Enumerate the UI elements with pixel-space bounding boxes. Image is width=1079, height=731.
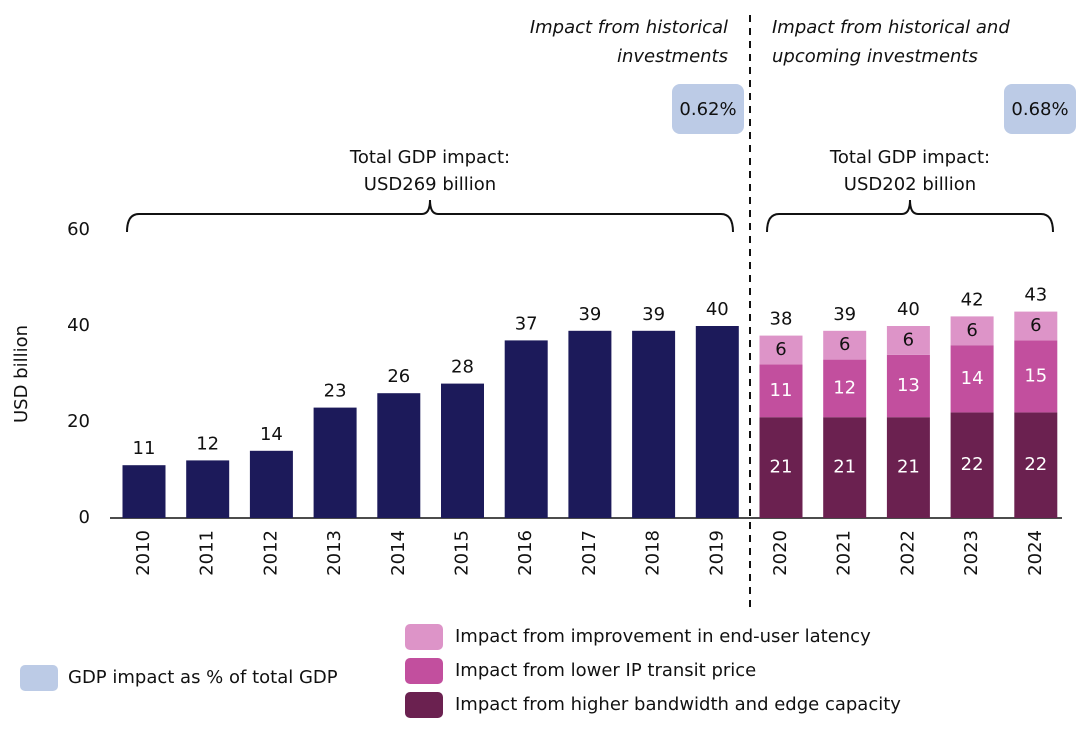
panel-heading: upcoming investments <box>772 46 978 67</box>
total-label: 38 <box>770 309 793 330</box>
y-tick-label: 60 <box>67 219 90 240</box>
y-tick-label: 20 <box>67 411 90 432</box>
value-label: 11 <box>133 438 156 459</box>
bar <box>186 460 230 518</box>
bar-segment <box>886 354 930 418</box>
x-tick-label: 2010 <box>133 530 154 576</box>
panel-heading: investments <box>617 46 728 67</box>
bar-segment <box>823 359 867 418</box>
panel-heading: Impact from historical <box>530 17 728 38</box>
value-label: 39 <box>578 304 601 325</box>
brace <box>126 199 734 233</box>
legend-swatch <box>405 658 443 684</box>
value-label: 39 <box>642 304 665 325</box>
share-box <box>672 84 744 134</box>
bar <box>249 450 293 518</box>
x-tick-label: 2024 <box>1025 530 1046 576</box>
segment-label: 6 <box>1030 315 1041 336</box>
bar-segment <box>759 335 803 365</box>
value-label: 12 <box>196 433 219 454</box>
panel-total: USD202 billion <box>844 174 976 195</box>
bar <box>695 326 739 518</box>
segment-label: 13 <box>897 375 920 396</box>
total-label: 40 <box>897 299 920 320</box>
segment-label: 21 <box>897 457 920 478</box>
x-tick-label: 2014 <box>388 530 409 576</box>
segment-label: 6 <box>839 334 850 355</box>
bar-segment <box>823 417 867 518</box>
bar-segment <box>950 412 994 518</box>
x-tick-label: 2018 <box>643 530 664 576</box>
bar <box>313 407 357 518</box>
x-tick-label: 2023 <box>961 530 982 576</box>
segment-label: 6 <box>966 320 977 341</box>
share-label: 0.68% <box>1011 99 1068 120</box>
share-box <box>1004 84 1076 134</box>
bar-segment <box>886 417 930 518</box>
bar <box>122 465 166 518</box>
brace <box>766 199 1054 233</box>
segment-label: 15 <box>1024 365 1047 386</box>
panel-total: Total GDP impact: <box>349 147 510 168</box>
segment-label: 11 <box>770 380 793 401</box>
segment-label: 12 <box>833 377 856 398</box>
bar-segment <box>759 364 803 418</box>
bar-segment <box>1014 412 1058 518</box>
legend-swatch <box>405 692 443 718</box>
bar-segment <box>886 326 930 355</box>
segment-label: 6 <box>775 339 786 360</box>
legend-label: Impact from lower IP transit price <box>455 660 756 681</box>
bar-segment <box>950 316 994 346</box>
value-label: 14 <box>260 424 283 445</box>
bar <box>441 383 484 518</box>
share-label: 0.62% <box>679 99 736 120</box>
bar <box>377 393 421 518</box>
segment-label: 21 <box>770 457 793 478</box>
value-label: 37 <box>515 313 538 334</box>
y-tick-label: 40 <box>67 315 90 336</box>
bar-segment <box>1014 340 1058 413</box>
x-tick-label: 2013 <box>324 530 345 576</box>
x-tick-label: 2020 <box>770 530 791 576</box>
x-tick-label: 2022 <box>897 530 918 576</box>
bar <box>632 330 676 518</box>
x-tick-label: 2021 <box>834 530 855 576</box>
legend-label: Impact from improvement in end-user late… <box>455 626 871 647</box>
bar-segment <box>1014 311 1058 341</box>
bar <box>568 330 612 518</box>
segment-label: 6 <box>903 329 914 350</box>
legend-label: Impact from higher bandwidth and edge ca… <box>455 694 901 715</box>
panel-total: Total GDP impact: <box>829 147 990 168</box>
segment-label: 22 <box>1024 454 1047 475</box>
value-label: 26 <box>387 366 410 387</box>
bar-segment <box>950 345 994 413</box>
panel-heading: Impact from historical and <box>772 17 1010 38</box>
y-axis-label: USD billion <box>11 325 32 423</box>
total-label: 42 <box>961 289 984 310</box>
x-tick-label: 2017 <box>579 530 600 576</box>
bar-segment <box>759 417 803 518</box>
total-label: 39 <box>833 304 856 325</box>
legend-swatch <box>20 665 58 691</box>
y-tick-label: 0 <box>79 507 90 528</box>
bar-segment <box>823 330 867 360</box>
total-label: 43 <box>1024 285 1047 306</box>
x-tick-label: 2019 <box>706 530 727 576</box>
segment-label: 14 <box>961 368 984 389</box>
x-tick-label: 2015 <box>452 530 473 576</box>
x-tick-label: 2016 <box>515 530 536 576</box>
panel-total: USD269 billion <box>364 174 496 195</box>
value-label: 23 <box>324 381 347 402</box>
value-label: 28 <box>451 357 474 378</box>
x-tick-label: 2012 <box>260 530 281 576</box>
x-tick-label: 2011 <box>197 530 218 576</box>
segment-label: 22 <box>961 454 984 475</box>
value-label: 40 <box>706 299 729 320</box>
bar <box>504 340 548 518</box>
legend-label: GDP impact as % of total GDP <box>68 667 338 688</box>
legend-swatch <box>405 624 443 650</box>
segment-label: 21 <box>833 457 856 478</box>
